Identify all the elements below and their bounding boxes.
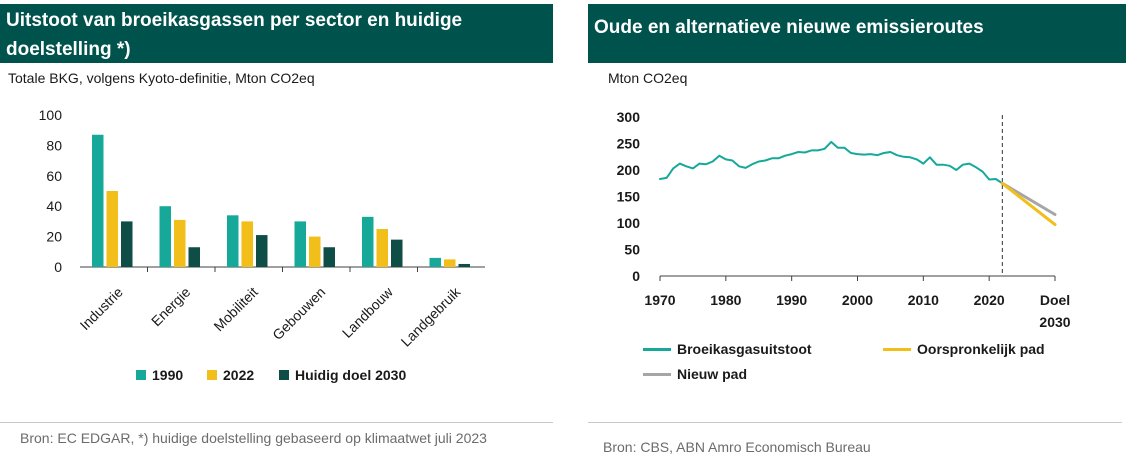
x-tick-label-2010: 2010	[908, 292, 939, 308]
legend-swatch-doel-2030	[279, 370, 289, 380]
x-tick-label-1980: 1980	[710, 292, 741, 308]
legend-swatch-nieuw-pad	[643, 372, 671, 376]
y-tick-label: 100	[617, 215, 641, 231]
x-tick-label-2030: 2030	[1039, 314, 1070, 330]
left-source-note: Bron: EC EDGAR, *) huidige doelstelling …	[20, 430, 487, 446]
legend-swatch-oorspronkelijk-pad	[883, 347, 911, 351]
x-tick-label-2020: 2020	[974, 292, 1005, 308]
right-chart-title: Oude en alternatieve nieuwe emissieroute…	[588, 4, 1126, 63]
left-chart-subtitle: Totale BKG, volgens Kyoto-definitie, Mto…	[8, 70, 315, 86]
bar-energie-huidig-doel-2030	[188, 247, 200, 267]
legend-label-doel-2030: Huidig doel 2030	[295, 367, 407, 383]
left-source-divider	[0, 422, 553, 423]
bar-landbouw-huidig-doel-2030	[391, 239, 403, 267]
x-tick-label-2000: 2000	[842, 292, 873, 308]
legend-label-1990: 1990	[152, 367, 184, 383]
x-tick-label-landbouw: Landbouw	[339, 283, 397, 341]
x-tick-label-1990: 1990	[776, 292, 807, 308]
x-tick-label-industrie: Industrie	[77, 284, 126, 333]
bar-industrie-1990	[92, 134, 104, 267]
y-tick-label: 80	[46, 137, 62, 153]
bar-mobiliteit-2022	[241, 221, 253, 267]
y-tick-label: 200	[617, 162, 641, 178]
y-tick-label: 250	[617, 136, 641, 152]
right-source-divider	[588, 422, 1122, 423]
line-chart: 0 50 100 150 200 250 300 1970 1980 1990 2000 2010 20…	[617, 109, 1071, 330]
legend-item-nieuw-pad: Nieuw pad	[643, 366, 747, 382]
x-tick-label-gebouwen: Gebouwen	[269, 284, 328, 343]
legend-label-oorspronkelijk-pad: Oorspronkelijk pad	[917, 341, 1045, 357]
bar-mobiliteit-1990	[227, 215, 239, 267]
x-tick-label-1970: 1970	[644, 292, 675, 308]
y-tick-label: 40	[46, 198, 62, 214]
legend-item-doel-2030: Huidig doel 2030	[279, 367, 406, 383]
legend-item-broeikasgasuitstoot: Broeikasgasuitstoot	[643, 341, 812, 357]
line-series-broeikasgasuitstoot	[659, 140, 1004, 185]
left-chart-title: Uitstoot van broeikasgassen per sector e…	[0, 4, 553, 63]
bar-energie-2022	[174, 219, 186, 267]
bar-gebouwen-1990	[294, 221, 306, 267]
bar-gebouwen-2022	[309, 236, 321, 267]
bar-energie-1990	[159, 206, 171, 267]
bar-industrie-huidig-doel-2030	[121, 221, 133, 267]
legend-swatch-broeikasgasuitstoot	[643, 347, 671, 351]
bar-chart: 0 20 40 60 80 100 Industrie Energie Mobiliteit Ge…	[39, 107, 485, 350]
right-chart-subtitle: Mton CO2eq	[608, 70, 688, 86]
bar-landbouw-1990	[362, 216, 374, 267]
y-tick-label: 300	[617, 109, 641, 125]
x-tick-label-doel: Doel	[1040, 292, 1070, 308]
y-tick-label: 0	[54, 259, 62, 275]
bar-gebouwen-huidig-doel-2030	[323, 247, 335, 267]
bar-industrie-2022	[106, 191, 118, 267]
legend-item-2022: 2022	[207, 367, 254, 383]
y-tick-label: 0	[632, 268, 640, 284]
bar-mobiliteit-huidig-doel-2030	[256, 235, 268, 267]
right-chart-panel: Oude en alternatieve nieuwe emissieroute…	[588, 0, 1126, 471]
right-source-note: Bron: CBS, ABN Amro Economisch Bureau	[603, 439, 871, 455]
y-tick-label: 100	[39, 107, 63, 123]
y-tick-label: 150	[617, 189, 641, 205]
x-tick-label-mobiliteit: Mobiliteit	[210, 284, 260, 334]
y-tick-label: 50	[624, 242, 640, 258]
x-tick-label-landgebruik: Landgebruik	[398, 283, 465, 350]
legend-label-broeikasgasuitstoot: Broeikasgasuitstoot	[677, 341, 812, 357]
legend-swatch-1990	[136, 370, 146, 380]
y-tick-label: 60	[46, 168, 62, 184]
line-series-oorspronkelijk-pad	[1000, 181, 1057, 227]
bar-landgebruik-1990	[429, 257, 441, 267]
y-tick-label: 20	[46, 229, 62, 245]
x-tick-label-energie: Energie	[148, 284, 194, 330]
legend-swatch-2022	[207, 370, 217, 380]
legend-item-oorspronkelijk-pad: Oorspronkelijk pad	[883, 341, 1045, 357]
legend-item-1990: 1990	[136, 367, 183, 383]
legend-label-nieuw-pad: Nieuw pad	[677, 366, 748, 382]
bar-landbouw-2022	[376, 229, 388, 267]
left-chart-panel: Uitstoot van broeikasgassen per sector e…	[0, 0, 556, 471]
bar-landgebruik-huidig-doel-2030	[458, 263, 470, 267]
legend-label-2022: 2022	[223, 367, 255, 383]
bar-landgebruik-2022	[444, 259, 456, 267]
